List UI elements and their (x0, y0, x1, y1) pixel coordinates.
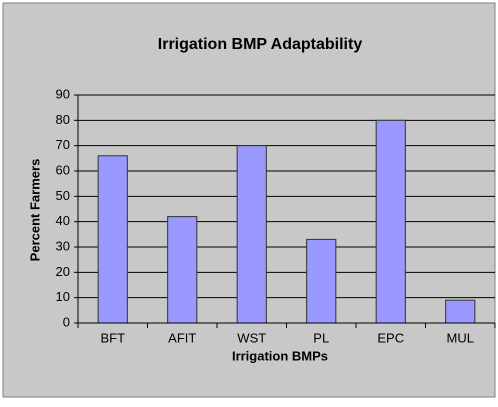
x-tick-label: EPC (377, 330, 404, 345)
bar (167, 216, 198, 324)
y-tick-label: 30 (56, 238, 70, 253)
y-tick-label: 20 (56, 264, 70, 279)
bar (236, 145, 267, 324)
x-tick-label: BFT (100, 330, 125, 345)
y-tick-label: 10 (56, 289, 70, 304)
y-tick-label: 50 (56, 188, 70, 203)
y-tick-label: 70 (56, 137, 70, 152)
y-axis-title: Percent Farmers (27, 159, 42, 262)
bar (306, 238, 337, 324)
y-tick-label: 40 (56, 213, 70, 228)
bar (445, 299, 476, 324)
y-tick-label: 80 (56, 112, 70, 127)
y-tick-label: 60 (56, 162, 70, 177)
x-tick-label: MUL (447, 330, 474, 345)
y-tick-label: 0 (63, 314, 70, 329)
x-axis-title: Irrigation BMPs (232, 348, 328, 363)
bar (375, 119, 406, 324)
x-tick-label: AFIT (168, 330, 196, 345)
y-tick-label: 90 (56, 86, 70, 101)
chart-title: Irrigation BMP Adaptability (158, 36, 363, 53)
x-tick-label: PL (313, 330, 329, 345)
bar (97, 155, 128, 324)
x-tick-label: WST (237, 330, 266, 345)
